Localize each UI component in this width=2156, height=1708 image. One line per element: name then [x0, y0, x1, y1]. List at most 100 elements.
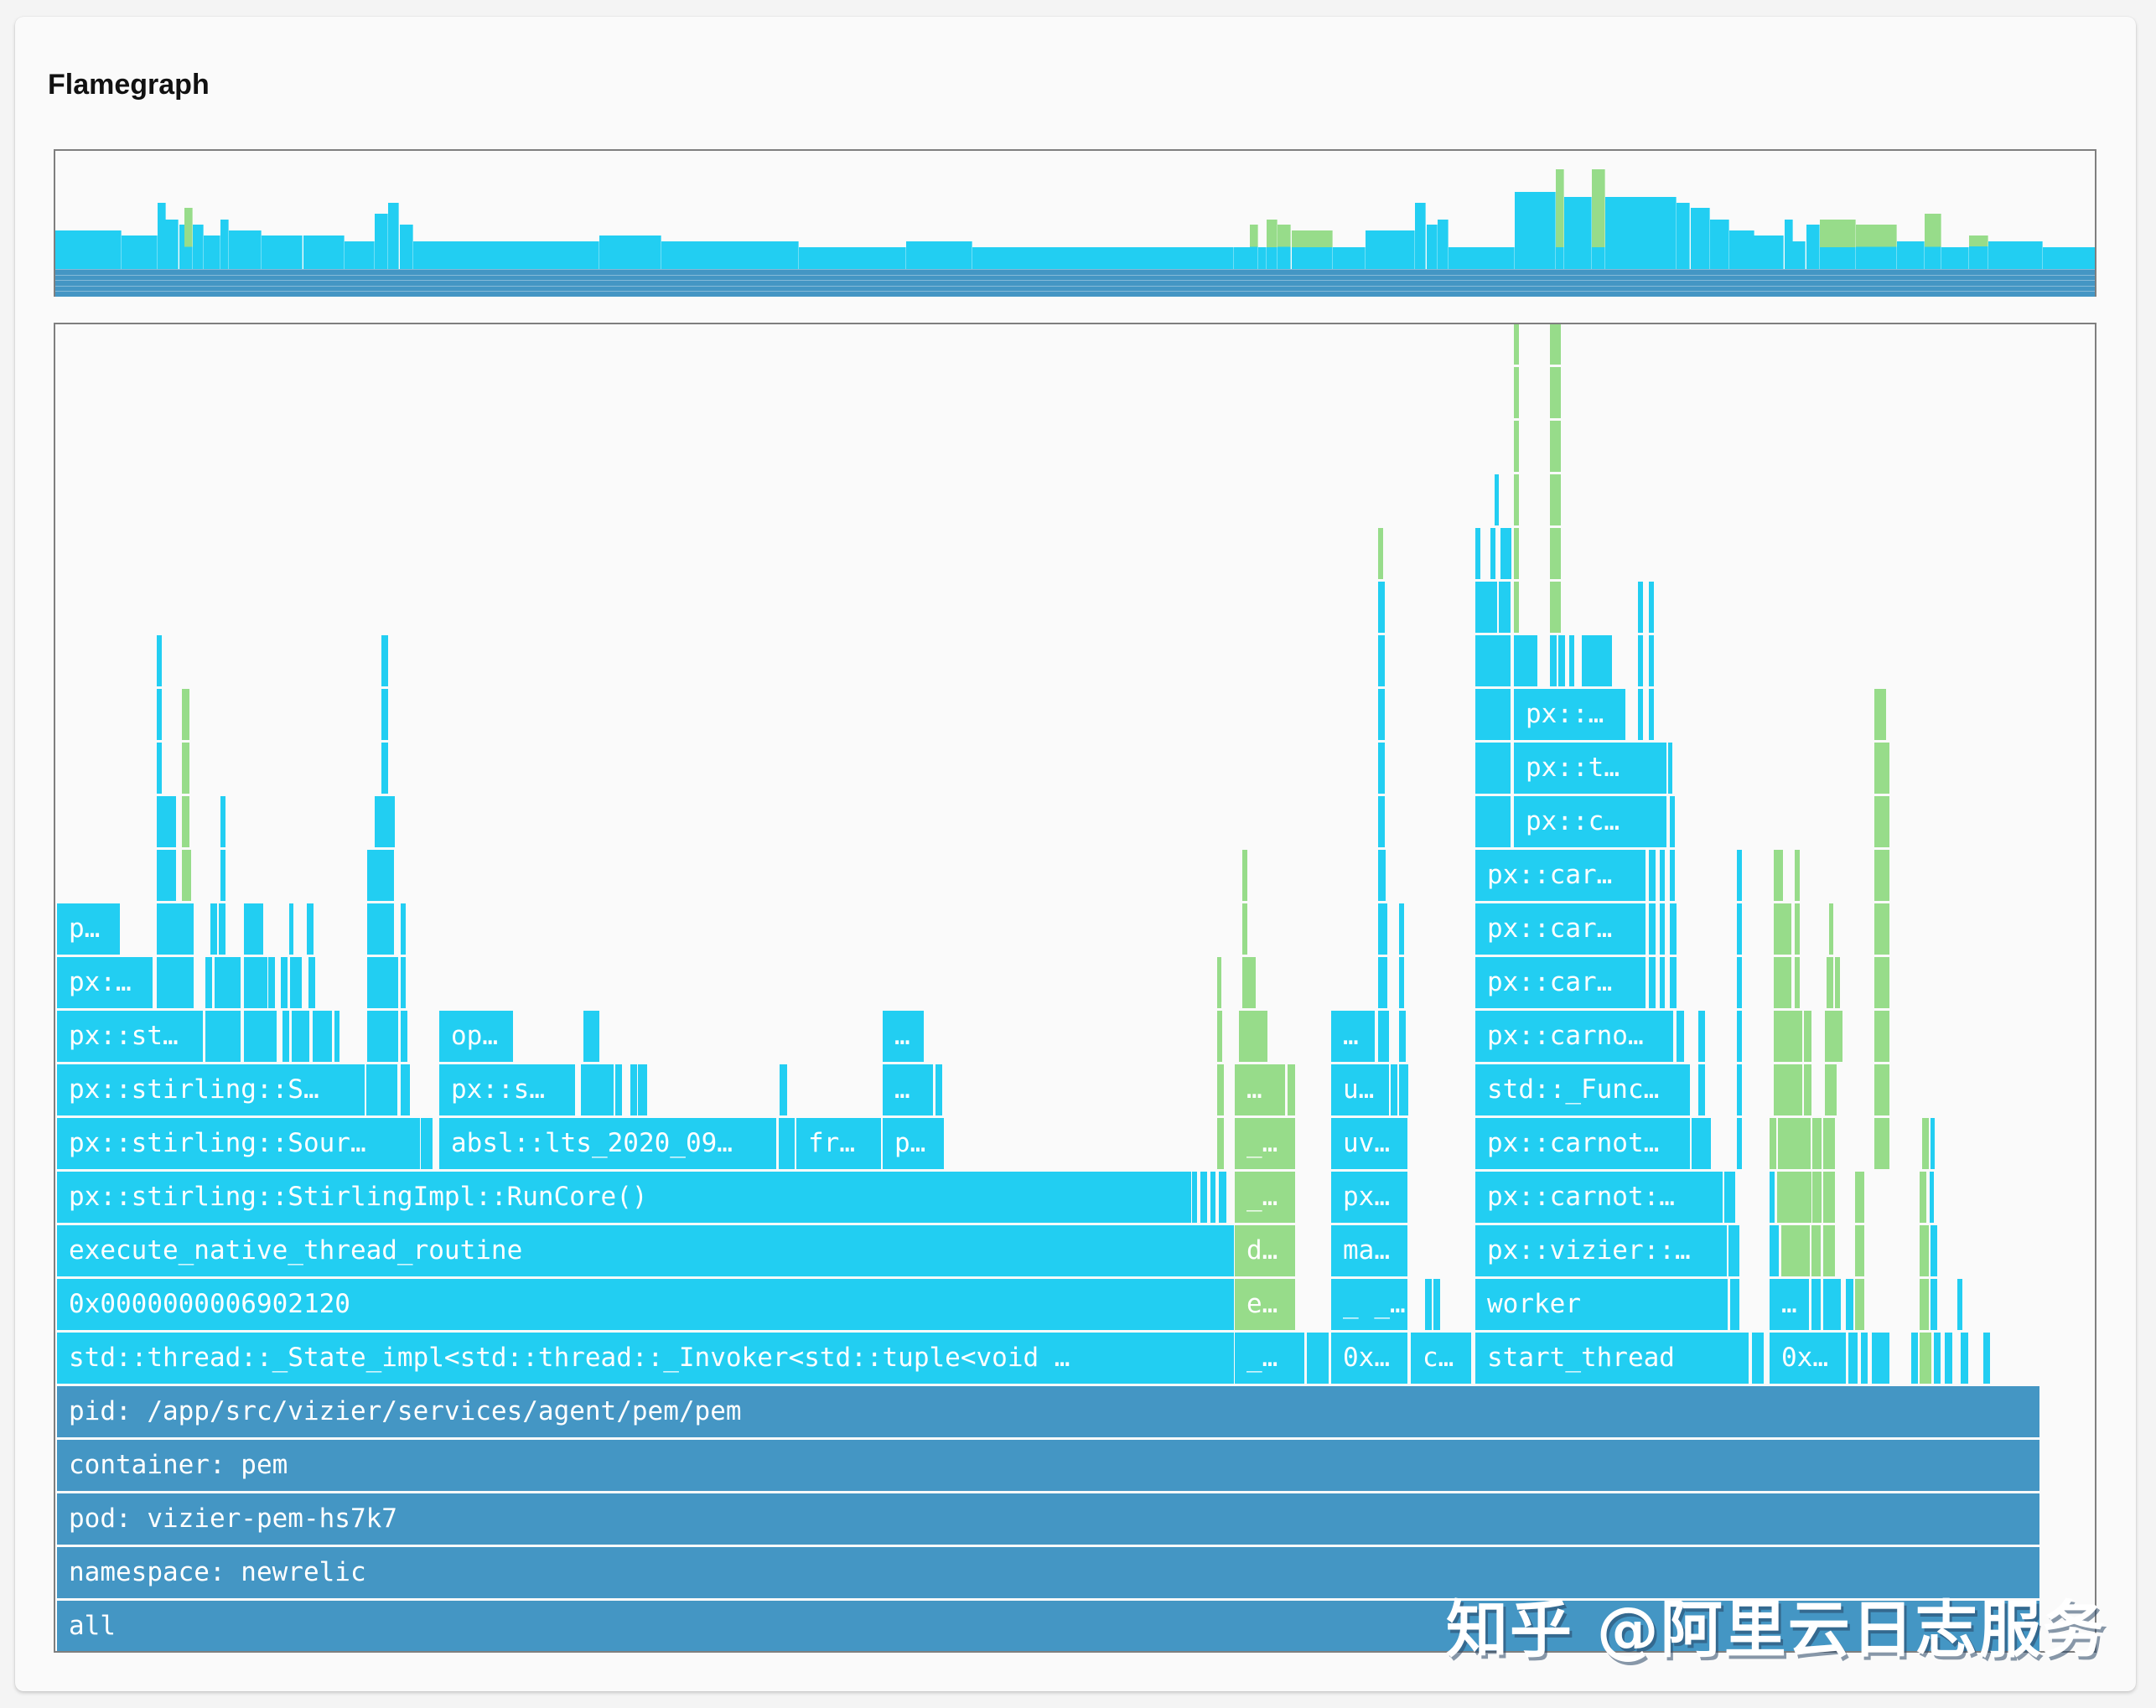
- flame-frame[interactable]: [244, 957, 269, 1011]
- flame-frame[interactable]: [1582, 635, 1614, 689]
- flame-frame[interactable]: [1475, 528, 1482, 582]
- flame-frame[interactable]: [1770, 1118, 1778, 1172]
- flame-frame[interactable]: [1200, 1172, 1209, 1225]
- flame-frame[interactable]: container: pem: [57, 1440, 2041, 1493]
- flame-frame[interactable]: [1378, 903, 1389, 957]
- flame-frame[interactable]: [401, 903, 407, 957]
- flame-frame[interactable]: px::stirling::Sour…: [57, 1118, 422, 1172]
- flame-frame[interactable]: std::thread::_State_impl<std::thread::_I…: [57, 1333, 1236, 1386]
- flame-frame[interactable]: [581, 1064, 615, 1118]
- flame-frame[interactable]: [182, 796, 191, 850]
- flame-frame[interactable]: …: [1770, 1279, 1811, 1333]
- flame-frame[interactable]: uv…: [1331, 1118, 1409, 1172]
- flame-frame[interactable]: [220, 850, 227, 903]
- flame-frame[interactable]: [1692, 1118, 1713, 1172]
- flame-frame[interactable]: [1550, 582, 1563, 635]
- flame-frame[interactable]: [1777, 1172, 1813, 1225]
- flame-frame[interactable]: [1514, 324, 1521, 367]
- flame-frame[interactable]: [1812, 1172, 1823, 1225]
- flame-frame[interactable]: [1855, 1279, 1866, 1333]
- flame-frame[interactable]: [1677, 1011, 1686, 1064]
- flame-frame[interactable]: [1391, 1064, 1399, 1118]
- flame-frame[interactable]: p…: [883, 1118, 946, 1172]
- flame-frame[interactable]: [1514, 421, 1521, 474]
- flame-frame[interactable]: [1217, 1064, 1226, 1118]
- flame-frame[interactable]: _…: [1235, 1333, 1306, 1386]
- flame-frame[interactable]: [1550, 528, 1563, 582]
- flame-frame[interactable]: start_thread: [1475, 1333, 1750, 1386]
- flame-frame[interactable]: [1823, 1118, 1837, 1172]
- flame-frame[interactable]: [1861, 1333, 1869, 1386]
- flame-frame[interactable]: [1399, 903, 1406, 957]
- flame-frame[interactable]: [313, 1011, 334, 1064]
- flame-frame[interactable]: [1874, 957, 1891, 1011]
- flame-frame[interactable]: [157, 903, 195, 957]
- flame-frame[interactable]: [1931, 1118, 1936, 1172]
- flame-frame[interactable]: [1242, 850, 1249, 903]
- flame-frame[interactable]: [1378, 528, 1385, 582]
- flame-frame[interactable]: …: [1235, 1064, 1287, 1118]
- flame-frame[interactable]: [1514, 582, 1521, 635]
- flame-frame[interactable]: [1920, 1333, 1933, 1386]
- flame-frame[interactable]: [1795, 903, 1801, 957]
- flame-frame[interactable]: [1399, 1011, 1407, 1064]
- flame-frame[interactable]: [1846, 1279, 1855, 1333]
- flame-frame[interactable]: ma…: [1331, 1225, 1409, 1279]
- flame-frame[interactable]: e…: [1235, 1279, 1297, 1333]
- flame-frame[interactable]: [381, 689, 390, 743]
- flame-frame[interactable]: [1774, 850, 1785, 903]
- flame-frame[interactable]: [1774, 957, 1793, 1011]
- flame-frame[interactable]: [1514, 474, 1521, 528]
- flame-frame[interactable]: [401, 1011, 409, 1064]
- flame-frame[interactable]: px::vizier::…: [1475, 1225, 1728, 1279]
- flame-frame[interactable]: _…: [1235, 1172, 1297, 1225]
- flame-frame[interactable]: [1649, 850, 1657, 903]
- flame-frame[interactable]: [1795, 850, 1801, 903]
- flame-frame[interactable]: [1475, 689, 1512, 743]
- flame-frame[interactable]: [1724, 1172, 1737, 1225]
- flame-frame[interactable]: [1638, 582, 1645, 635]
- flame-frame[interactable]: [1874, 1118, 1891, 1172]
- flame-frame[interactable]: [244, 903, 265, 957]
- flame-frame[interactable]: [1922, 1118, 1931, 1172]
- flame-frame[interactable]: [1307, 1333, 1330, 1386]
- flame-frame[interactable]: [1378, 850, 1387, 903]
- flame-frame[interactable]: [1495, 474, 1500, 528]
- flame-frame[interactable]: [1638, 689, 1645, 743]
- flame-frame[interactable]: [1433, 1279, 1442, 1333]
- flame-frame[interactable]: [1829, 903, 1835, 957]
- flame-frame[interactable]: [1514, 635, 1539, 689]
- flame-frame[interactable]: [1737, 1064, 1744, 1118]
- flame-frame[interactable]: [1823, 1172, 1837, 1225]
- flame-frame[interactable]: [1774, 1064, 1804, 1118]
- flame-frame[interactable]: [1961, 1333, 1970, 1386]
- flame-frame[interactable]: [1242, 957, 1257, 1011]
- flamegraph-minimap[interactable]: [54, 149, 2096, 297]
- flame-frame[interactable]: [1781, 1225, 1811, 1279]
- flame-frame[interactable]: [1649, 957, 1657, 1011]
- flame-frame[interactable]: [1874, 689, 1888, 743]
- flame-frame[interactable]: _…: [1235, 1118, 1297, 1172]
- flame-frame[interactable]: [1874, 903, 1891, 957]
- flame-frame[interactable]: [1550, 421, 1563, 474]
- flame-frame[interactable]: [1670, 957, 1678, 1011]
- flame-frame[interactable]: [1210, 1172, 1217, 1225]
- flame-frame[interactable]: [307, 903, 315, 957]
- flame-frame[interactable]: [1811, 1279, 1822, 1333]
- flame-frame[interactable]: 0x…: [1770, 1333, 1848, 1386]
- flame-frame[interactable]: [1475, 743, 1512, 796]
- flame-frame[interactable]: [157, 689, 163, 743]
- flame-frame[interactable]: [1770, 1225, 1780, 1279]
- flame-frame[interactable]: [1811, 1225, 1822, 1279]
- flame-frame[interactable]: [1242, 903, 1249, 957]
- flame-frame[interactable]: [157, 850, 178, 903]
- flame-frame[interactable]: [1874, 796, 1891, 850]
- flame-frame[interactable]: [1825, 1011, 1844, 1064]
- flame-frame[interactable]: [1660, 850, 1666, 903]
- flame-frame[interactable]: [1770, 1172, 1776, 1225]
- flame-frame[interactable]: [1514, 367, 1521, 421]
- flame-frame[interactable]: _ _…: [1331, 1279, 1409, 1333]
- flame-frame[interactable]: pid: /app/src/vizier/services/agent/pem/…: [57, 1386, 2041, 1440]
- flame-frame[interactable]: [1378, 582, 1386, 635]
- flame-frame[interactable]: [1874, 1011, 1891, 1064]
